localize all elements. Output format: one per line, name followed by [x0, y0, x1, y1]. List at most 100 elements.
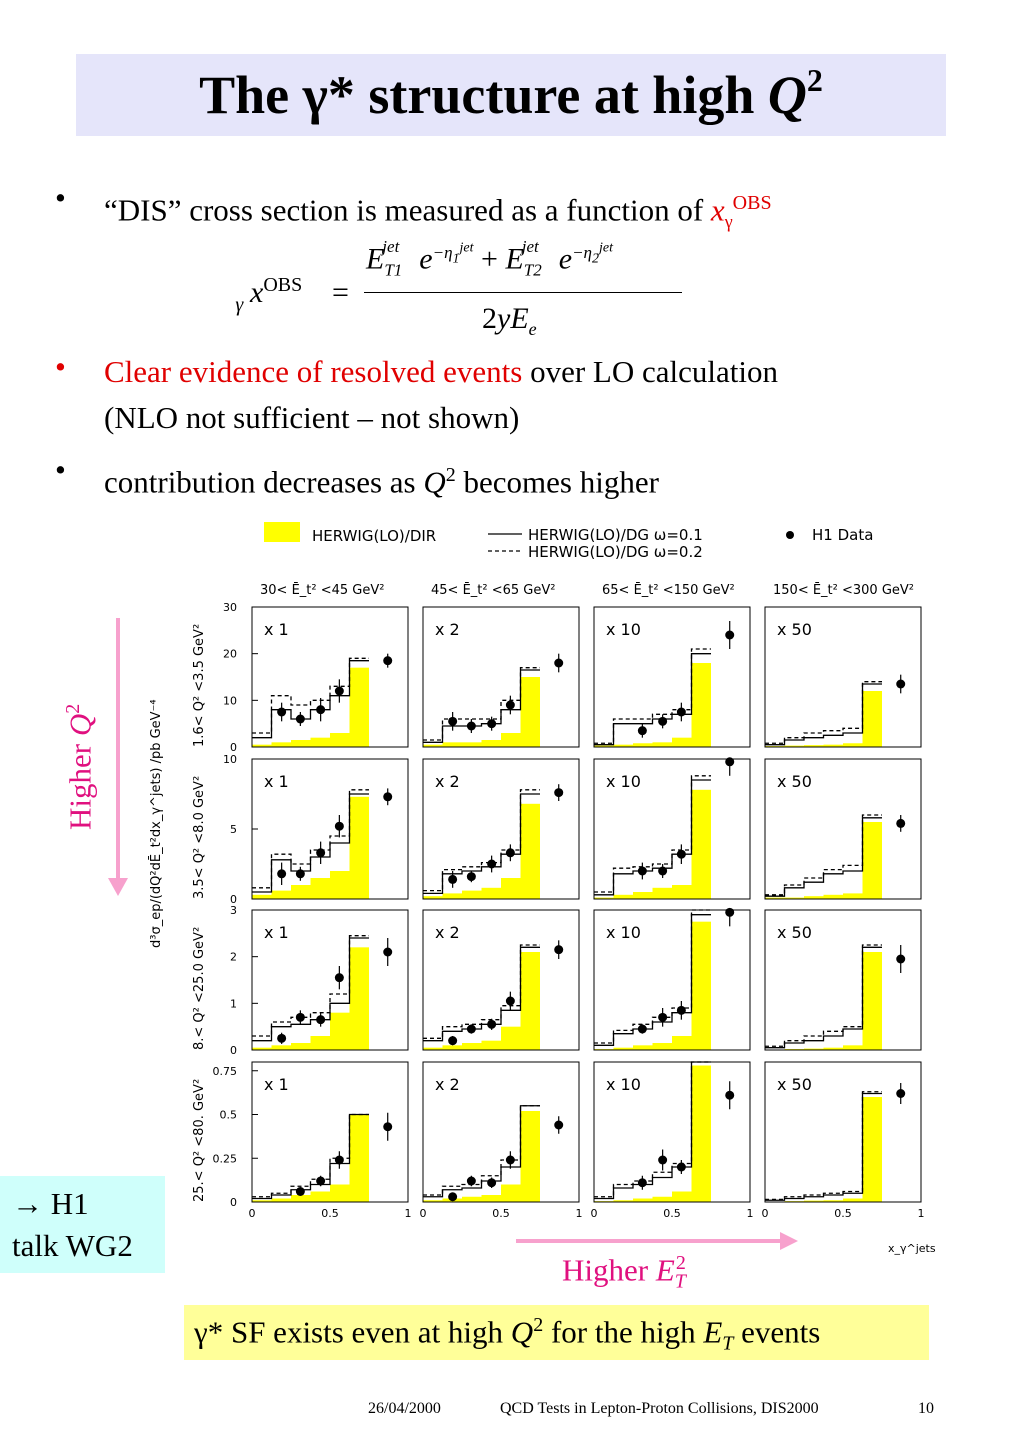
dg01-step-line	[765, 683, 882, 746]
dir-bar	[271, 1198, 291, 1202]
data-point	[725, 630, 735, 640]
dir-bar	[594, 745, 614, 747]
panel	[251, 758, 409, 900]
conclusion-band	[184, 1305, 929, 1360]
dir-bar	[823, 1047, 843, 1050]
footer-page: 10	[918, 1400, 934, 1417]
data-point	[487, 1178, 497, 1188]
dir-bar	[691, 921, 711, 1050]
scale-factor: x 10	[606, 620, 641, 639]
dir-bar	[252, 894, 272, 899]
bullet-3: contribution decreases as Q2 becomes hig…	[104, 464, 659, 500]
data-point	[676, 849, 686, 859]
dir-bar	[291, 885, 311, 899]
dir-bar	[330, 733, 350, 747]
panel	[251, 1061, 409, 1203]
data-point	[277, 707, 287, 717]
x-tick-label: 0.5	[492, 1207, 510, 1220]
legend-label: H1 Data	[812, 526, 873, 544]
data-point	[487, 719, 497, 729]
dir-bar	[271, 1045, 291, 1050]
scale-factor: x 1	[264, 1075, 289, 1094]
y-tick-label: 0	[230, 893, 237, 906]
dir-bar	[291, 1043, 311, 1050]
dg01-step-line	[252, 937, 369, 1042]
row-label: 25.< Q² <80. GeV²	[192, 1079, 207, 1202]
dg02-step-line	[594, 775, 711, 893]
dir-bar	[823, 894, 843, 899]
dir-bar	[613, 744, 633, 747]
dir-bar	[633, 743, 653, 747]
data-point	[334, 821, 344, 831]
data-point	[637, 866, 647, 876]
data-point	[466, 721, 476, 731]
dir-bar	[633, 1045, 653, 1050]
data-point	[637, 1178, 647, 1188]
dir-bar	[843, 1045, 863, 1050]
bullet-2: Clear evidence of resolved events over L…	[104, 354, 778, 435]
data-point	[295, 1012, 305, 1022]
dg01-step-line	[252, 660, 369, 739]
dir-bar	[652, 742, 672, 747]
data-point	[448, 874, 458, 884]
dir-bar	[520, 803, 540, 899]
panel-frame	[764, 758, 922, 900]
histogram-grid-chart: HERWIG(LO)/DIR HERWIG(LO)/DG ω=0.1HERWIG(…	[108, 522, 936, 1255]
formula-equals: =	[332, 276, 349, 309]
scale-factor: x 50	[777, 620, 812, 639]
panel	[251, 606, 409, 748]
dir-bar	[652, 887, 672, 899]
dir-bar	[442, 893, 462, 899]
panel-frame	[251, 909, 409, 1051]
bullet-1: “DIS” cross section is measured as a fun…	[104, 192, 772, 232]
scale-factor: x 2	[435, 772, 460, 791]
panel	[593, 606, 751, 748]
panel-frame	[422, 909, 580, 1051]
data-point	[676, 1005, 686, 1015]
data-point	[554, 658, 564, 668]
x-tick-label: 0.5	[834, 1207, 852, 1220]
data-point	[316, 1176, 326, 1186]
dir-bar	[691, 789, 711, 899]
dir-bar	[520, 952, 540, 1050]
data-point	[277, 1033, 287, 1043]
dir-bar	[804, 896, 824, 899]
dir-bar	[291, 740, 311, 747]
legend-label: HERWIG(LO)/DG ω=0.2	[528, 543, 703, 561]
panel	[422, 758, 580, 900]
data-point	[896, 1089, 906, 1098]
panel	[422, 1061, 580, 1203]
dir-bar	[423, 1200, 443, 1202]
dir-bar	[481, 1040, 501, 1050]
dir-bar	[252, 1047, 272, 1050]
dir-bar	[423, 896, 443, 899]
dir-bar	[520, 1111, 540, 1202]
formula-fraction-bar	[364, 292, 682, 293]
panel-frame	[422, 758, 580, 900]
formula-numerator: ET1jet e−η1jet + ET2jet e−η2jet	[366, 236, 613, 280]
slide-title: The γ* structure at high Q2	[199, 62, 823, 125]
data-point	[466, 872, 476, 882]
data-point	[505, 700, 515, 710]
scale-factor: x 50	[777, 772, 812, 791]
y-tick-label: 0	[230, 1044, 237, 1057]
dir-bar	[349, 947, 369, 1050]
panel	[764, 909, 922, 1051]
dir-bar	[862, 952, 882, 1050]
panel-frame	[593, 758, 751, 900]
data-point	[383, 656, 393, 666]
formula-lhs: xOBS γ	[235, 274, 303, 316]
dir-bar	[843, 1198, 863, 1202]
dir-bar	[804, 1048, 824, 1050]
y-tick-label: 2	[230, 951, 237, 964]
dir-bar	[501, 878, 521, 899]
dir-bar	[330, 1184, 350, 1202]
footer-event: QCD Tests in Lepton-Proton Collisions, D…	[500, 1400, 819, 1417]
data-point	[448, 1036, 458, 1046]
data-point	[466, 1024, 476, 1034]
dir-bar	[633, 892, 653, 899]
dg01-step-line	[423, 1105, 540, 1198]
data-point	[505, 996, 515, 1006]
data-point	[658, 1155, 668, 1165]
dir-bar	[481, 1195, 501, 1202]
